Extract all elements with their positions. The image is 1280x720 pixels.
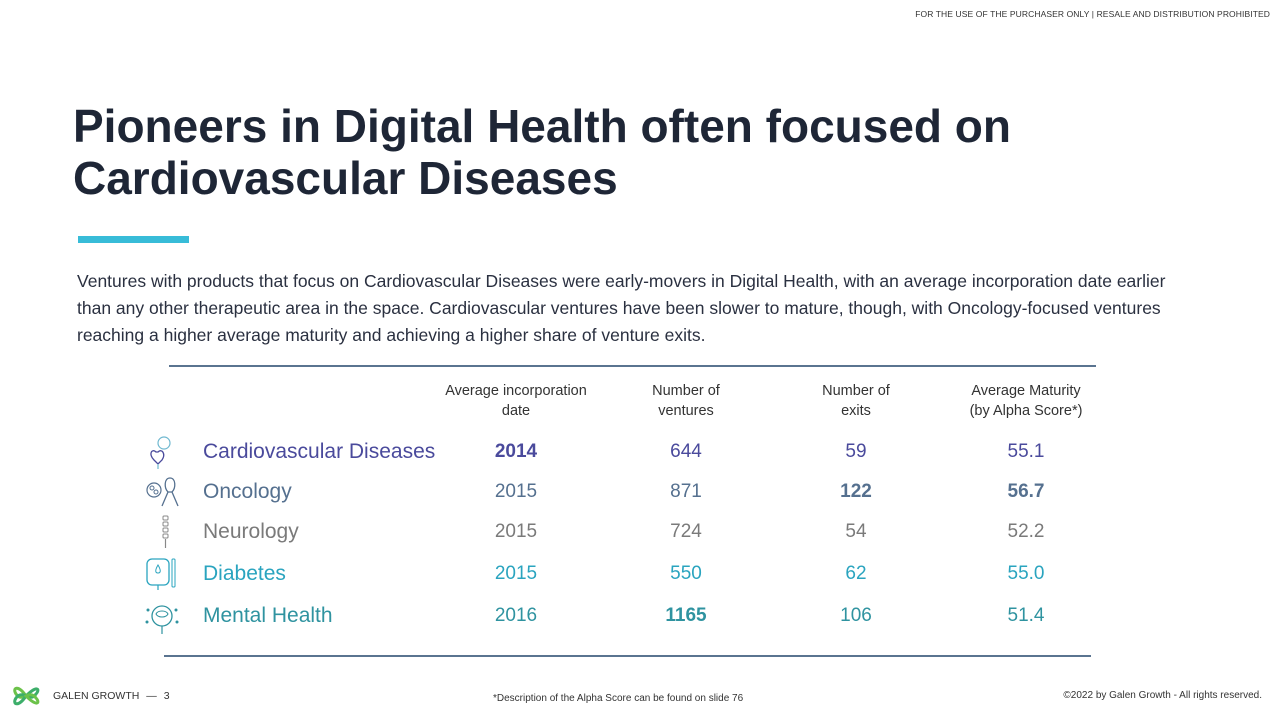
glucose-meter-icon xyxy=(146,558,176,590)
ribbon-icon xyxy=(146,477,179,507)
cell-incorporation: 2015 xyxy=(494,563,538,584)
row-label: Cardiovascular Diseases xyxy=(203,440,436,463)
header-ventures-line2: ventures xyxy=(658,403,714,419)
cell-exits: 122 xyxy=(840,481,872,502)
copyright: ©2022 by Galen Growth - All rights reser… xyxy=(1063,690,1262,701)
footer-separator: — xyxy=(146,690,157,702)
cell-incorporation: 2016 xyxy=(494,605,538,626)
header-maturity: Average Maturity (by Alpha Score*) xyxy=(946,381,1106,421)
cell-exits: 106 xyxy=(840,605,872,626)
footer-brand: GALEN GROWTH — 3 xyxy=(53,690,170,702)
header-exits: Number of exits xyxy=(786,381,926,421)
cell-exits: 59 xyxy=(845,441,867,462)
header-maturity-line2: (by Alpha Score*) xyxy=(969,403,1083,419)
cell-maturity: 52.2 xyxy=(1007,521,1045,542)
header-exits-line1: Number of xyxy=(822,383,890,399)
header-maturity-line1: Average Maturity xyxy=(971,383,1081,399)
heart-icon xyxy=(150,436,171,469)
footer-brand-name: GALEN GROWTH xyxy=(53,690,140,702)
cell-ventures: 550 xyxy=(670,563,702,584)
row-label: Oncology xyxy=(203,480,292,503)
distribution-notice: FOR THE USE OF THE PURCHASER ONLY | RESA… xyxy=(915,9,1270,19)
intro-paragraph: Ventures with products that focus on Car… xyxy=(77,271,1166,345)
cell-ventures: 644 xyxy=(670,441,702,462)
cell-exits: 62 xyxy=(845,563,867,584)
header-exits-line2: exits xyxy=(841,403,871,419)
cell-ventures: 724 xyxy=(670,521,702,542)
cell-incorporation: 2015 xyxy=(494,521,538,542)
title-line-2: Cardiovascular Diseases xyxy=(73,152,618,204)
header-ventures-line1: Number of xyxy=(652,383,720,399)
row-label: Neurology xyxy=(203,520,299,543)
header-incorporation-line2: date xyxy=(501,403,531,419)
cell-ventures: 871 xyxy=(670,481,702,502)
table-top-rule xyxy=(169,365,1096,367)
header-incorporation-line1: Average incorporation xyxy=(445,383,587,399)
cell-ventures: 1165 xyxy=(665,605,707,626)
title-accent-bar xyxy=(78,236,189,243)
title-line-1: Pioneers in Digital Health often focused… xyxy=(73,100,1011,152)
page-number: 3 xyxy=(163,690,170,702)
brain-head-icon xyxy=(145,605,179,634)
cell-maturity: 55.0 xyxy=(1007,563,1045,584)
page-title: Pioneers in Digital Health often focused… xyxy=(73,100,1173,204)
footnote: *Description of the Alpha Score can be f… xyxy=(493,693,744,704)
cell-maturity: 56.7 xyxy=(1007,481,1045,502)
header-incorporation: Average incorporation date xyxy=(431,381,601,421)
galen-growth-logo xyxy=(13,686,40,706)
header-ventures: Number of ventures xyxy=(616,381,756,421)
cell-incorporation: 2015 xyxy=(494,481,538,502)
row-label: Mental Health xyxy=(203,604,333,627)
spine-icon xyxy=(162,515,169,548)
table-bottom-rule xyxy=(164,655,1091,657)
cell-incorporation: 2014 xyxy=(494,441,538,462)
cell-exits: 54 xyxy=(845,521,867,542)
cell-maturity: 55.1 xyxy=(1007,441,1045,462)
row-label: Diabetes xyxy=(203,562,286,585)
cell-maturity: 51.4 xyxy=(1007,605,1045,626)
